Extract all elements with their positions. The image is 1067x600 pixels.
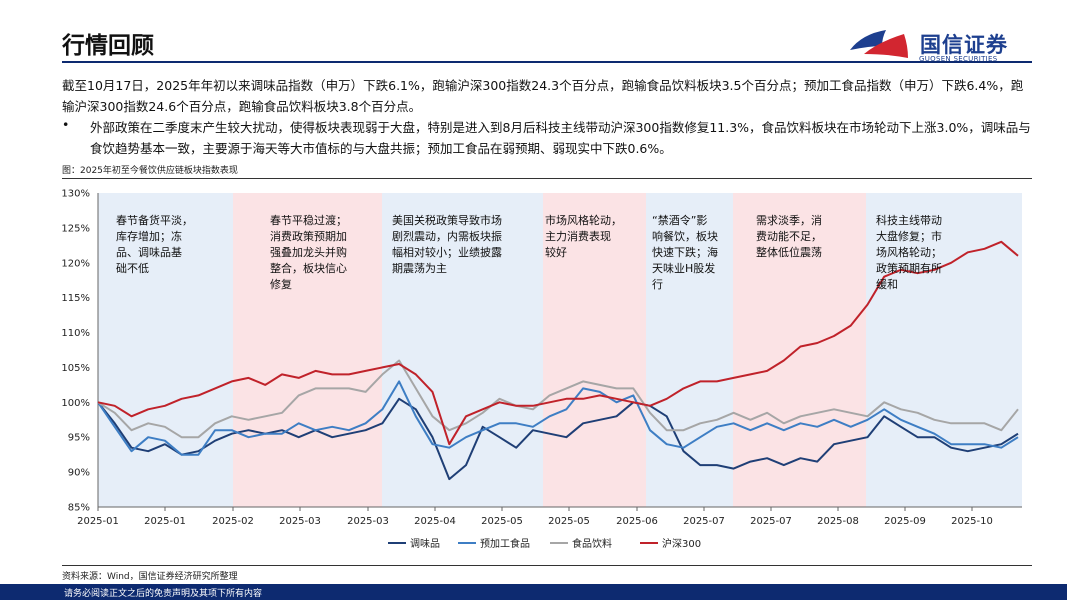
chart-top-rule xyxy=(62,178,1032,179)
phase-annotation-line: 幅相对较小；业绩披露 xyxy=(392,245,502,259)
guosen-logo xyxy=(850,30,908,58)
phase-annotation-line: 美国关税政策导致市场 xyxy=(392,213,502,227)
source-note: 资料来源：Wind，国信证券经济研究所整理 xyxy=(62,572,238,582)
phase-annotation-line: 科技主线带动 xyxy=(876,213,942,227)
footer-bar: 请务必阅读正文之后的免责声明及其项下所有内容 xyxy=(0,584,1067,600)
x-tick-label: 2025-09 xyxy=(884,516,926,527)
x-tick-label: 2025-08 xyxy=(817,516,859,527)
phase-annotation: 科技主线带动大盘修复；市场风格轮动； 政策预期有所缓和 xyxy=(876,213,942,291)
phase-annotation: 需求淡季，消费动能不足， 整体低位震荡 xyxy=(756,213,822,259)
phase-annotation-line: 剧烈震动，内需板块振 xyxy=(392,229,502,243)
x-tick-label: 2025-05 xyxy=(548,516,590,527)
y-tick-label: 130% xyxy=(61,189,90,200)
series-line-预加工食品 xyxy=(97,380,1019,456)
legend-label: 预加工食品 xyxy=(480,537,530,550)
phase-band xyxy=(233,193,382,507)
x-tick-label: 2025-02 xyxy=(212,516,254,527)
phase-annotation-line: 础不低 xyxy=(116,262,149,275)
phase-band xyxy=(646,193,733,507)
series-line-食品饮料 xyxy=(97,359,1019,439)
phase-annotation-line: 修复 xyxy=(270,277,292,291)
legend-label: 调味品 xyxy=(410,538,440,550)
phase-annotation: 市场风格轮动， 主力消费表现较好 xyxy=(545,213,622,259)
phase-annotation: 美国关税政策导致市场剧烈震动，内需板块振幅相对较小；业绩披露期震荡为主 xyxy=(392,213,502,275)
phase-annotation-line: 春节平稳过渡； xyxy=(270,213,347,227)
x-tick-label: 2025-01 xyxy=(77,516,119,527)
disclaimer-text: 请务必阅读正文之后的免责声明及其项下所有内容 xyxy=(64,589,263,599)
logo-text: 国信证券 xyxy=(920,33,1008,57)
phase-annotation-line: 春节备货平淡， xyxy=(116,213,193,227)
phase-annotation-line: 行 xyxy=(652,278,663,291)
x-tick-label: 2025-03 xyxy=(347,516,389,527)
phase-annotation-line: 主力消费表现 xyxy=(545,229,611,243)
phase-band xyxy=(866,193,1022,507)
phase-band xyxy=(382,193,543,507)
phase-annotation-line: 缓和 xyxy=(876,278,898,291)
y-tick-label: 95% xyxy=(68,433,90,444)
series-line-沪深300 xyxy=(97,240,1019,446)
phase-band xyxy=(733,193,866,507)
legend-label: 食品饮料 xyxy=(572,537,612,550)
y-tick-label: 85% xyxy=(68,503,90,514)
phase-annotation-line: 整合，板块信心 xyxy=(270,261,347,275)
y-tick-label: 120% xyxy=(61,258,90,269)
phase-annotation: 春节备货平淡， 库存增加；冻品、调味品基础不低 xyxy=(116,213,193,275)
phase-annotation-line: 费动能不足， xyxy=(756,229,822,243)
phase-annotation-line: 消费政策预期加 xyxy=(270,229,347,243)
phase-annotation-line: 市场风格轮动， xyxy=(545,213,622,227)
phase-band xyxy=(98,193,233,507)
x-tick-label: 2025-07 xyxy=(683,516,725,527)
phase-annotation-line: 大盘修复；市 xyxy=(876,229,942,243)
x-tick-label: 2025-10 xyxy=(951,516,993,527)
phase-annotation-line: 天味业H股发 xyxy=(652,261,715,275)
source-divider xyxy=(62,565,1032,566)
x-tick-label: 2025-06 xyxy=(616,516,658,527)
phase-annotation: “禁酒令”影响餐饮，板块快速下跌；海天味业H股发行 xyxy=(652,213,718,291)
phase-annotation-line: 需求淡季，消 xyxy=(756,213,822,227)
y-tick-label: 100% xyxy=(61,398,90,409)
x-tick-label: 2025-05 xyxy=(481,516,523,527)
phase-annotation-line: 整体低位震荡 xyxy=(756,245,822,259)
phase-band xyxy=(543,193,646,507)
logo-subtitle: GUOSEN SECURITIES xyxy=(919,55,998,63)
x-tick-label: 2025-01 xyxy=(144,516,186,527)
x-tick-label: 2025-04 xyxy=(414,516,456,527)
phase-annotation-line: 快速下跌；海 xyxy=(652,245,718,259)
logo-mark-blue xyxy=(850,30,886,50)
y-tick-label: 110% xyxy=(61,328,90,339)
phase-annotation-line: 政策预期有所 xyxy=(876,261,942,275)
y-tick-label: 105% xyxy=(61,363,90,374)
y-tick-label: 115% xyxy=(61,293,90,304)
phase-annotation-line: 较好 xyxy=(545,245,567,259)
policy-paragraph: 外部政策在二季度末产生较大扰动，使得板块表现弱于大盘，特别是进入到8月后科技主线… xyxy=(90,120,1031,156)
phase-annotation-line: 品、调味品基 xyxy=(116,246,182,259)
legend-label: 沪深300 xyxy=(662,537,701,550)
title-divider xyxy=(62,61,1032,63)
phase-annotation-line: 库存增加；冻 xyxy=(116,229,182,243)
phase-annotation-line: 场风格轮动； xyxy=(876,245,942,259)
x-tick-label: 2025-03 xyxy=(279,516,321,527)
bullet-marker: • xyxy=(62,117,70,132)
logo-mark-red xyxy=(864,34,908,58)
x-tick-label: 2025-07 xyxy=(750,516,792,527)
summary-paragraph: 截至10月17日，2025年年初以来调味品指数（申万）下跌6.1%，跑输沪深30… xyxy=(62,78,1024,114)
y-tick-label: 125% xyxy=(61,223,90,234)
series-line-调味品 xyxy=(97,397,1019,481)
figure-caption: 图：2025年初至今餐饮供应链板块指数表现 xyxy=(62,166,238,176)
y-tick-label: 90% xyxy=(68,468,90,479)
phase-annotation-line: 期震荡为主 xyxy=(392,262,447,275)
page-title: 行情回顾 xyxy=(62,33,154,59)
phase-annotation: 春节平稳过渡； 消费政策预期加强叠加龙头并购整合，板块信心修复 xyxy=(270,213,347,291)
phase-annotation-line: 强叠加龙头并购 xyxy=(270,245,347,259)
phase-annotation-line: 响餐饮，板块 xyxy=(652,229,718,243)
phase-annotation-line: “禁酒令”影 xyxy=(652,213,707,227)
